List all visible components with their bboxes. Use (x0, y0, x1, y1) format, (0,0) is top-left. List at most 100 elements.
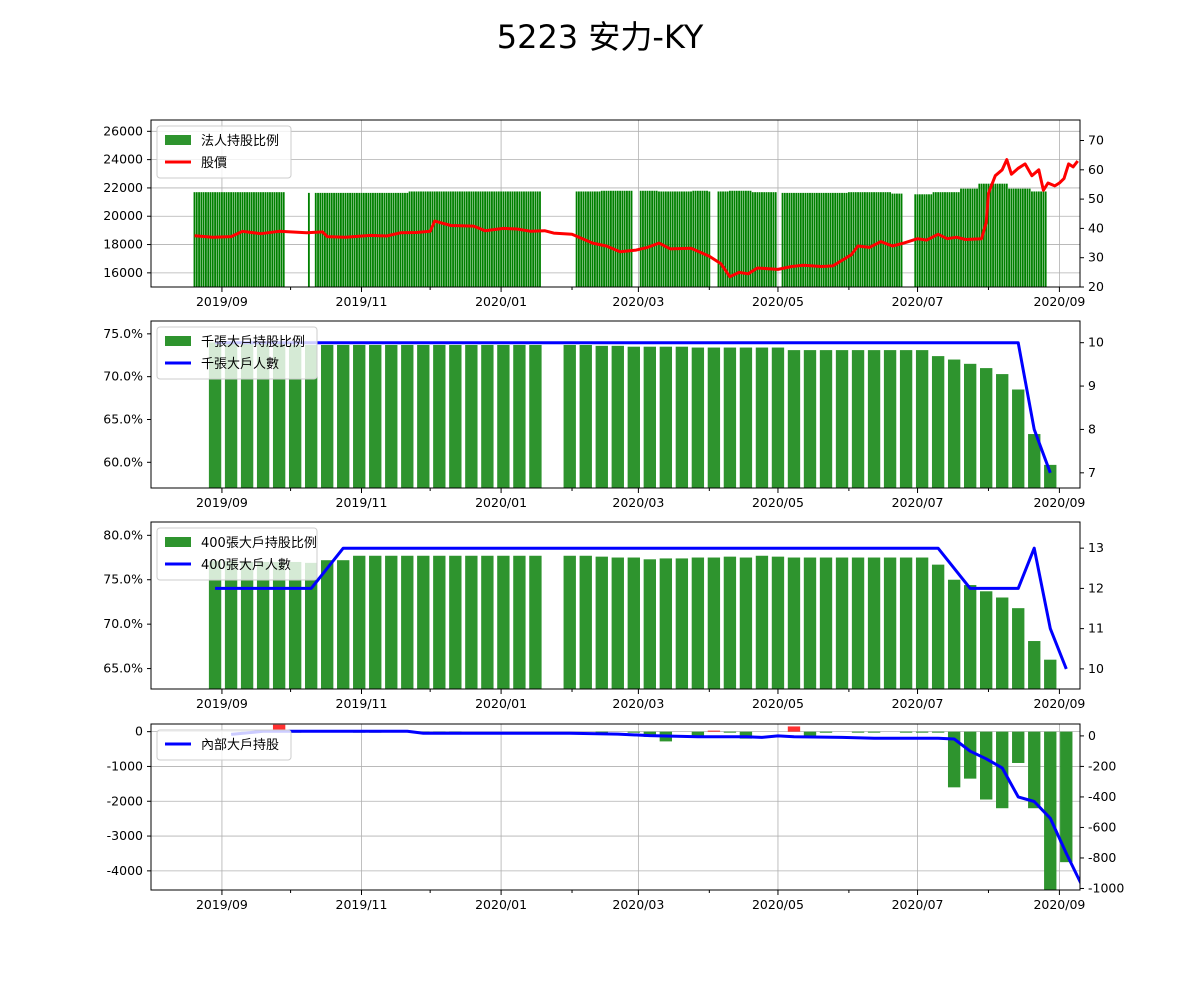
bar (788, 192, 791, 287)
bar (738, 190, 740, 287)
bar (385, 555, 398, 689)
bar (691, 557, 705, 689)
bar (978, 183, 981, 287)
bar (449, 344, 462, 488)
bar (799, 192, 802, 287)
legend-label: 內部大戶持股 (201, 738, 279, 753)
bar (304, 562, 318, 689)
x-tick-label: 2019/11 (336, 495, 388, 510)
bar (216, 192, 219, 287)
bar (243, 192, 246, 287)
panel-2: 2019/09 2019/11 2020/01 2020/03 2020/05 2020/… (103, 320, 1104, 510)
y-right-tick-label: 40 (1088, 220, 1104, 235)
panel-1: 2019/09 2019/11 2020/01 2020/03 2020/05 2020/… (103, 119, 1104, 309)
bar (406, 192, 409, 287)
bar (605, 190, 608, 287)
bar (621, 190, 624, 287)
bar (662, 191, 665, 287)
bar (660, 191, 663, 287)
x-tick-label: 2020/05 (752, 897, 804, 912)
bar (282, 192, 285, 287)
bar (868, 192, 871, 287)
bar (761, 192, 763, 287)
x-tick-label: 2019/09 (196, 897, 248, 912)
bar (463, 191, 466, 287)
bar (728, 190, 731, 287)
bar (579, 555, 592, 689)
bar (504, 191, 507, 287)
y-right-tick-label: 11 (1088, 621, 1104, 636)
x-tick-label: 2020/03 (612, 897, 664, 912)
bar (470, 191, 473, 287)
bar (653, 190, 656, 287)
bar (691, 731, 705, 737)
bar (811, 192, 814, 287)
bar (819, 350, 833, 488)
bar (651, 190, 654, 287)
bar (941, 192, 944, 287)
bar (724, 191, 727, 287)
plot-area (193, 158, 1079, 287)
bar (589, 191, 592, 287)
bar (454, 191, 457, 287)
bar (690, 191, 692, 287)
bar (513, 344, 526, 488)
y-left-tick-label: -2000 (107, 793, 143, 808)
bar (787, 726, 801, 732)
bar (820, 192, 823, 287)
bar (442, 191, 445, 287)
y-left-tick-label: -1000 (107, 758, 143, 773)
x-tick-label: 2020/07 (892, 294, 944, 309)
bar (385, 192, 388, 287)
bar (330, 192, 333, 287)
bar (452, 191, 454, 287)
bar (758, 192, 761, 287)
bar (449, 191, 452, 287)
bar (516, 191, 519, 287)
bar (271, 192, 274, 287)
bar (692, 190, 695, 287)
y-right-tick-label: -200 (1088, 758, 1116, 773)
bar (202, 192, 205, 287)
bar (415, 191, 418, 287)
bar (426, 191, 429, 287)
y-left-tick-label: -3000 (107, 828, 143, 843)
axes-frame (150, 320, 1081, 489)
bar (655, 190, 658, 287)
bar (735, 190, 738, 287)
bar (250, 192, 253, 287)
bar (931, 731, 945, 733)
bar (916, 194, 919, 287)
y-left-tick-label: 16000 (103, 265, 143, 280)
bar (707, 730, 721, 732)
bar (644, 190, 647, 287)
bar (431, 191, 434, 287)
bar (680, 191, 683, 287)
bar (369, 555, 382, 689)
bar (947, 579, 961, 689)
bar (944, 192, 946, 287)
bar (870, 192, 873, 287)
bar (861, 192, 864, 287)
bar (838, 192, 841, 287)
bar (745, 190, 747, 287)
bar (256, 561, 270, 689)
bar (449, 555, 462, 689)
bar (989, 183, 992, 287)
bar (259, 192, 262, 287)
bar (288, 561, 302, 689)
bar (703, 190, 706, 287)
bar (886, 192, 889, 287)
bar (875, 192, 878, 287)
bar (256, 344, 270, 488)
bar (195, 192, 198, 287)
bar (772, 192, 775, 287)
bar (669, 191, 672, 287)
bar (493, 191, 496, 287)
bar (193, 192, 196, 287)
bar (899, 350, 913, 488)
bar (337, 560, 350, 689)
bar (408, 191, 411, 287)
price-line (194, 158, 1079, 279)
legend-label: 400張大戶人數 (201, 558, 291, 573)
